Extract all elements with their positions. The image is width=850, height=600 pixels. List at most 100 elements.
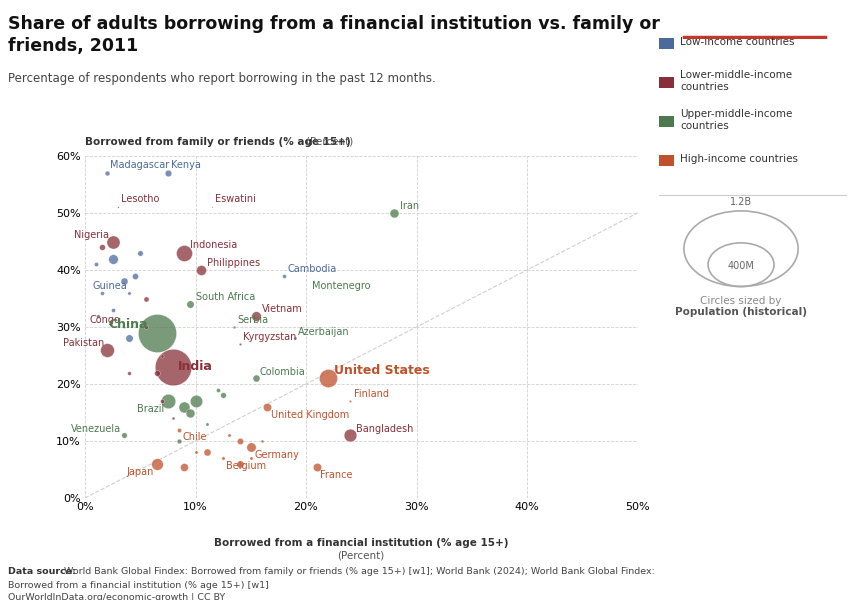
- Text: World Bank Global Findex: Borrowed from family or friends (% age 15+) [w1]; Worl: World Bank Global Findex: Borrowed from …: [64, 567, 654, 576]
- Point: [343, 396, 357, 406]
- Point: [189, 396, 202, 406]
- Text: Brazil: Brazil: [138, 404, 165, 414]
- Text: Serbia: Serbia: [237, 315, 269, 325]
- Point: [122, 334, 136, 343]
- Text: United States: United States: [333, 364, 429, 377]
- Point: [178, 402, 191, 412]
- Point: [211, 385, 224, 395]
- Text: Iran: Iran: [400, 201, 419, 211]
- Text: United Kingdom: United Kingdom: [270, 410, 348, 419]
- Point: [94, 242, 109, 252]
- Text: in Data: in Data: [730, 25, 779, 38]
- Point: [178, 248, 191, 257]
- Point: [343, 431, 357, 440]
- Point: [233, 436, 246, 446]
- Point: [184, 299, 197, 309]
- Point: [92, 311, 105, 320]
- Point: [194, 265, 207, 275]
- Point: [167, 413, 180, 423]
- Text: Kyrgyzstan: Kyrgyzstan: [243, 332, 297, 343]
- Point: [255, 436, 269, 446]
- Text: Finland: Finland: [354, 389, 388, 400]
- Point: [200, 448, 213, 457]
- Text: India: India: [178, 361, 212, 373]
- Text: Pakistan: Pakistan: [63, 338, 104, 348]
- Point: [150, 368, 163, 377]
- Point: [277, 271, 291, 280]
- Text: Belgium: Belgium: [226, 461, 267, 471]
- Point: [105, 305, 119, 314]
- Point: [249, 311, 263, 320]
- Point: [139, 293, 153, 303]
- Point: [94, 288, 109, 298]
- Point: [150, 328, 163, 337]
- Point: [321, 373, 335, 383]
- Text: Cambodia: Cambodia: [287, 264, 337, 274]
- Point: [161, 396, 175, 406]
- Text: Percentage of respondents who report borrowing in the past 12 months.: Percentage of respondents who report bor…: [8, 72, 436, 85]
- Text: France: France: [320, 469, 353, 479]
- Point: [184, 408, 197, 418]
- Text: Philippines: Philippines: [207, 258, 260, 268]
- Text: Chile: Chile: [182, 433, 207, 442]
- Text: Population (historical): Population (historical): [675, 307, 807, 317]
- Text: Madagascar: Madagascar: [110, 160, 170, 170]
- Text: Nigeria: Nigeria: [74, 230, 110, 240]
- Text: Borrowed from a financial institution (% age 15+): Borrowed from a financial institution (%…: [214, 538, 508, 548]
- Text: High-income countries: High-income countries: [680, 154, 798, 164]
- Text: Germany: Germany: [254, 449, 299, 460]
- Text: (Percent): (Percent): [337, 550, 385, 560]
- Point: [150, 459, 163, 469]
- Text: Congo: Congo: [89, 315, 121, 325]
- Text: Azerbaijan: Azerbaijan: [298, 326, 350, 337]
- Point: [156, 396, 169, 406]
- Point: [200, 419, 213, 428]
- Text: China: China: [109, 318, 148, 331]
- Text: 400M: 400M: [728, 260, 755, 271]
- Text: Lower-middle-income
countries: Lower-middle-income countries: [680, 70, 792, 92]
- Text: Upper-middle-income
countries: Upper-middle-income countries: [680, 109, 792, 131]
- Point: [260, 402, 274, 412]
- Point: [167, 362, 180, 371]
- Point: [233, 339, 246, 349]
- Point: [178, 462, 191, 472]
- Point: [189, 448, 202, 457]
- Text: Circles sized by: Circles sized by: [700, 295, 782, 305]
- Point: [227, 322, 241, 332]
- Point: [100, 168, 114, 178]
- Text: South Africa: South Africa: [196, 292, 255, 302]
- Point: [100, 345, 114, 355]
- Text: Vietnam: Vietnam: [262, 304, 303, 314]
- Point: [156, 350, 169, 360]
- Point: [128, 271, 141, 280]
- Point: [122, 288, 136, 298]
- Point: [388, 208, 401, 218]
- Point: [288, 334, 302, 343]
- Text: Data source:: Data source:: [8, 567, 80, 576]
- Text: Borrowed from family or friends (% age 15+): Borrowed from family or friends (% age 1…: [85, 137, 351, 147]
- Point: [139, 322, 153, 332]
- Text: Our World: Our World: [721, 9, 788, 22]
- Point: [299, 288, 313, 298]
- Point: [111, 203, 125, 212]
- Point: [116, 322, 131, 332]
- Point: [122, 368, 136, 377]
- Text: (Percent): (Percent): [85, 137, 354, 147]
- Text: Kenya: Kenya: [171, 160, 201, 170]
- Point: [205, 203, 218, 212]
- Point: [89, 259, 103, 269]
- Text: Venezuela: Venezuela: [71, 424, 122, 434]
- Point: [172, 436, 185, 446]
- Point: [116, 431, 131, 440]
- Text: Indonesia: Indonesia: [190, 240, 237, 250]
- Point: [133, 248, 147, 257]
- Point: [105, 254, 119, 263]
- Text: Colombia: Colombia: [259, 367, 305, 377]
- Point: [105, 236, 119, 246]
- Text: Low-income countries: Low-income countries: [680, 37, 795, 47]
- Point: [244, 442, 258, 451]
- Text: OurWorldInData.org/economic-growth | CC BY: OurWorldInData.org/economic-growth | CC …: [8, 593, 226, 600]
- Text: Bangladesh: Bangladesh: [355, 424, 413, 434]
- Text: Borrowed from a financial institution (% age 15+) [w1]: Borrowed from a financial institution (%…: [8, 581, 269, 590]
- Point: [222, 431, 235, 440]
